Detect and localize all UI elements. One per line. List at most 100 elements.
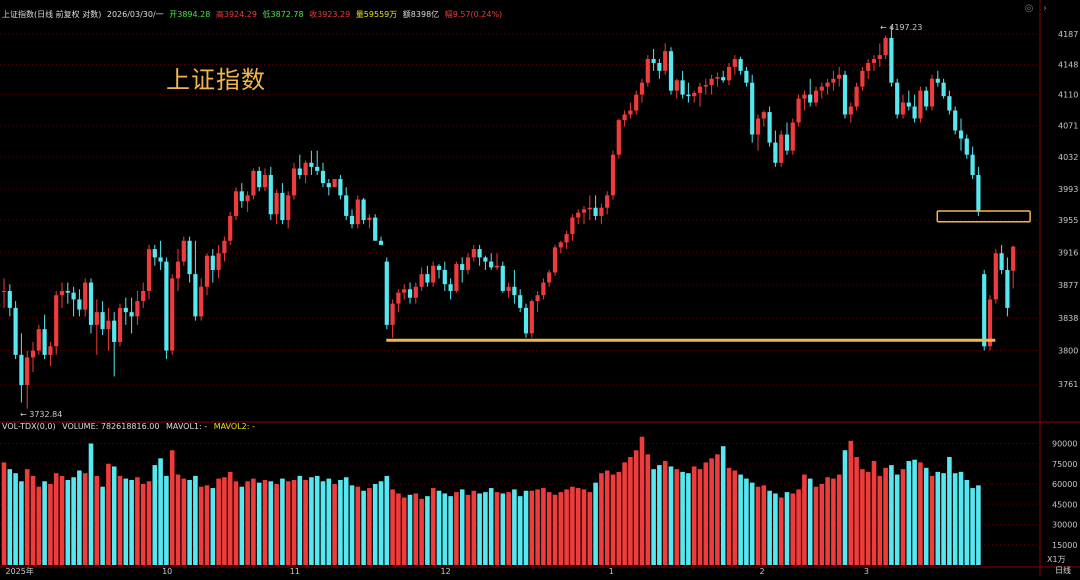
candle-body <box>204 255 210 287</box>
candle-body <box>262 174 268 188</box>
volume-bar <box>517 496 523 565</box>
candle-body <box>431 265 436 283</box>
volume-bar <box>378 481 384 565</box>
candle-body <box>883 37 888 56</box>
volume-bar <box>210 488 216 565</box>
volume-bar <box>19 481 24 565</box>
candle-body <box>610 154 616 196</box>
candle-body <box>471 249 476 258</box>
candle-body <box>326 183 331 188</box>
settings-icon[interactable]: ◎ <box>1024 3 1034 14</box>
volume-bar <box>488 488 494 565</box>
volume-tick-label: 60000 <box>1052 480 1077 489</box>
x-tick-label: 11 <box>290 567 300 576</box>
candle-body <box>976 174 981 212</box>
candle-body <box>251 170 256 196</box>
candle-body <box>1 290 7 292</box>
candle-body <box>13 307 18 355</box>
candle-body <box>77 299 82 310</box>
volume-bar <box>158 458 163 565</box>
volume-bar <box>575 488 581 565</box>
volume-bar <box>871 461 877 565</box>
candle-body <box>245 195 250 202</box>
candle-body <box>889 37 894 83</box>
volume-tick-label: 75000 <box>1052 460 1077 469</box>
candle-body <box>570 217 575 235</box>
candle-body <box>831 78 836 83</box>
candle-body <box>465 257 471 270</box>
candle-body <box>152 249 157 258</box>
volume-bar <box>239 486 245 565</box>
header-open: 开3894.28 <box>169 10 211 19</box>
price-tick-label: 4110 <box>1058 91 1078 100</box>
volume-bar <box>558 492 564 565</box>
candle-body <box>599 207 604 216</box>
candle-body <box>993 253 998 300</box>
volume-bar <box>970 488 975 565</box>
volume-tick-label: 15000 <box>1052 541 1077 550</box>
candle-body <box>796 98 801 123</box>
candle-body <box>170 278 175 351</box>
volume-bar <box>59 475 65 565</box>
volume-bar <box>552 494 558 565</box>
candle-body <box>402 289 407 293</box>
volume-bar <box>216 478 221 565</box>
candle-body <box>552 247 558 273</box>
volume-bar <box>448 496 453 565</box>
header-volume: 量59559万 <box>355 10 398 19</box>
volume-bar <box>952 473 958 565</box>
candle-body <box>303 162 308 175</box>
volume-bar <box>332 484 337 565</box>
candle-body <box>123 307 128 313</box>
volume-bar <box>454 492 459 565</box>
volume-bar <box>111 466 117 565</box>
candle-body <box>541 282 546 296</box>
volume-bar <box>106 463 111 565</box>
volume-bar <box>645 454 651 565</box>
volume-bar <box>813 486 819 565</box>
volume-bar <box>419 498 424 565</box>
header-high: 高3924.29 <box>215 10 257 19</box>
candle-body <box>900 102 906 115</box>
volume-bar <box>802 474 807 565</box>
volume-bar <box>639 436 645 565</box>
candle-body <box>848 106 853 115</box>
candle-body <box>935 78 940 83</box>
candle-body <box>112 320 117 342</box>
candle-body <box>738 59 743 71</box>
volume-bar <box>668 466 674 565</box>
candle-body <box>367 217 372 221</box>
volume-bar <box>129 479 134 565</box>
candle-body <box>158 257 163 262</box>
candle-body <box>291 168 297 196</box>
volume-bar <box>633 450 639 565</box>
volume-bar <box>24 469 30 565</box>
candle-body <box>767 112 772 143</box>
candle-body <box>384 261 389 325</box>
price-tick-label: 4032 <box>1058 153 1078 162</box>
candle-body <box>274 192 279 215</box>
volume-bar <box>958 471 964 565</box>
volume-bar <box>442 493 448 565</box>
volume-bar <box>465 494 471 565</box>
candle-body <box>65 290 70 293</box>
gap-box <box>936 210 1031 223</box>
chevron-right-icon[interactable]: › <box>1043 3 1047 14</box>
candle-body <box>297 168 302 175</box>
volume-bar <box>755 486 761 565</box>
candle-body <box>535 295 540 302</box>
candle-body <box>547 272 552 283</box>
volume-bar <box>222 477 227 565</box>
volume-bar <box>494 492 500 565</box>
candle-body <box>54 295 59 347</box>
candle-body <box>999 253 1004 270</box>
volume-bar <box>918 462 923 565</box>
candle-body <box>71 292 76 300</box>
candle-body <box>750 82 755 135</box>
candle-body <box>494 265 500 268</box>
candle-body <box>523 307 529 334</box>
candle-body <box>576 212 581 218</box>
price-tick-label: 3955 <box>1058 216 1078 225</box>
candle-body <box>924 90 929 107</box>
